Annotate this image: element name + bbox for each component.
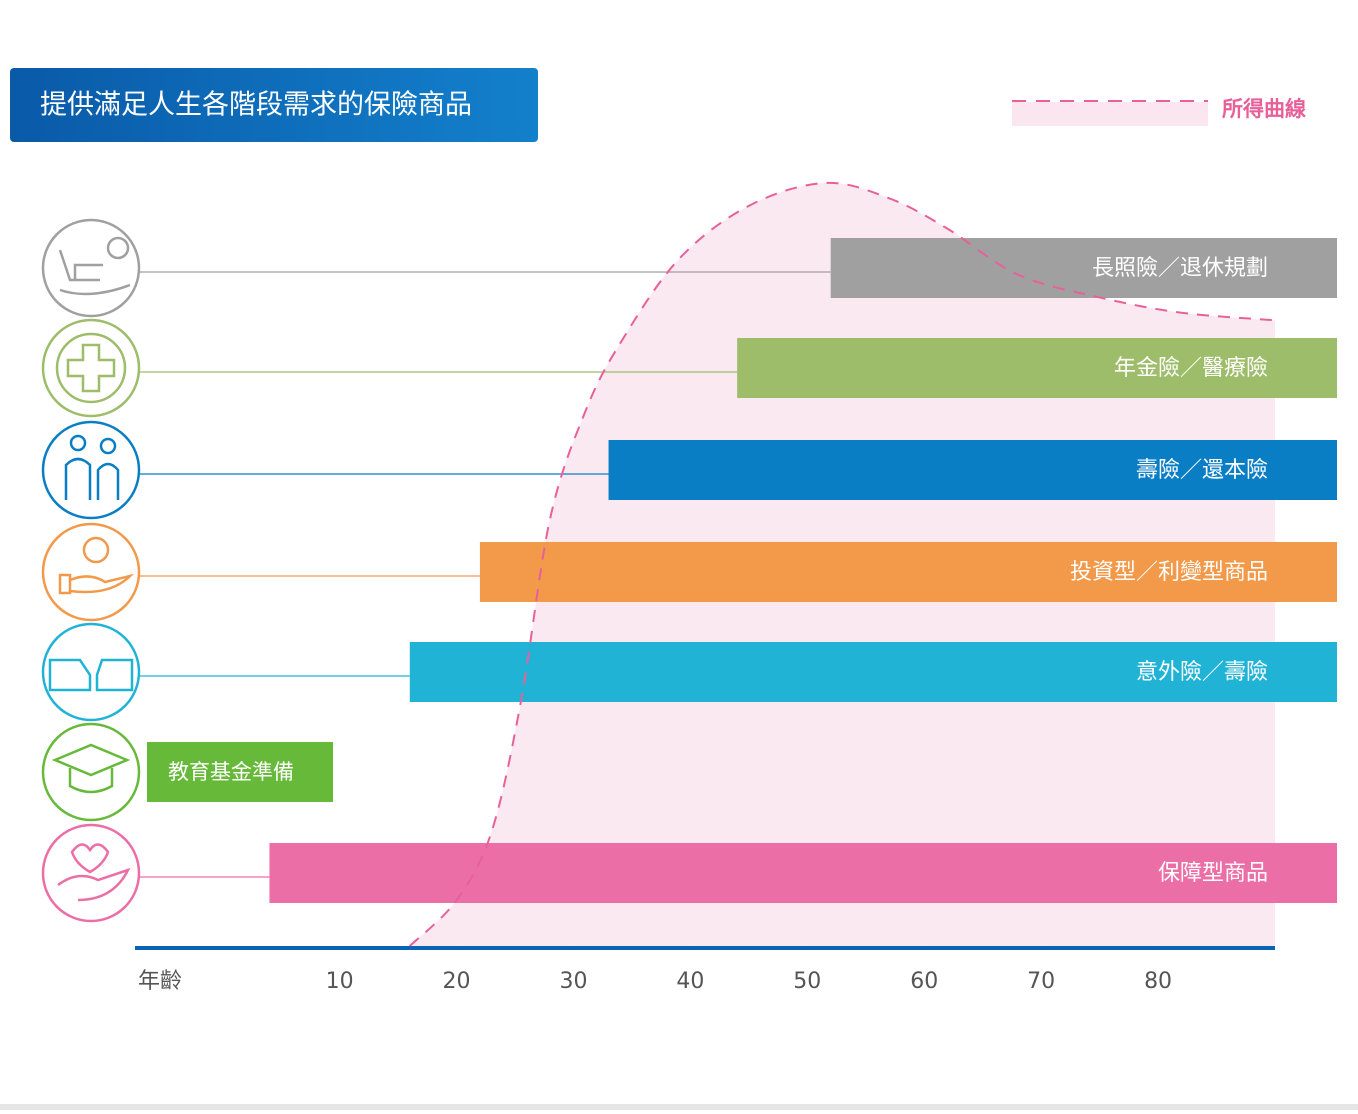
bar-label: 投資型／利變型商品 [1070,560,1268,585]
income-line [409,181,1276,947]
legend-label: 所得曲線 [1222,97,1306,121]
icon-glyph [51,743,131,794]
chart-title: 提供滿足人生各階段需求的保險商品 [40,90,472,121]
legend-swatch-bg [1012,102,1208,126]
bar [608,440,1337,500]
bar [830,238,1337,298]
icon-glyph [106,236,130,260]
x-tick-label: 30 [559,969,587,994]
x-tick-label: 40 [676,969,704,994]
icon-glyph [57,843,131,902]
x-tick-label: 60 [910,969,938,994]
x-tick-label: 10 [326,969,354,994]
icon-glyph [82,536,110,564]
icon-accident [41,622,141,722]
box-label: 教育基金準備 [168,760,294,784]
bar-label: 意外險／壽險 [1136,660,1268,685]
bar-label: 保障型商品 [1158,861,1268,886]
title-box [10,68,538,142]
icon-life [41,420,141,520]
icon-education [41,722,141,822]
icon-protection [41,823,141,923]
icon-glyph [58,249,131,296]
icons [41,218,141,923]
x-tick-label: 70 [1027,969,1055,994]
bar-label: 長照險／退休規劃 [1092,256,1268,281]
icon-glyph [55,332,127,404]
icon-invest [41,522,141,622]
bar [269,843,1337,903]
icon-glyph [58,573,135,595]
icon-retire [41,218,141,318]
icon-glyph [48,658,134,692]
bar-label: 年金險／醫療險 [1114,356,1268,381]
bar-label: 壽險／還本險 [1136,458,1268,483]
icon-glyph [66,343,116,393]
icon-glyph [99,437,117,455]
x-axis-label: 年齡 [138,969,182,994]
icon-medical [41,318,141,418]
x-tick-label: 80 [1144,969,1172,994]
bar [479,542,1337,602]
bar [409,642,1337,702]
icon-glyph [64,457,120,500]
x-tick-label: 20 [443,969,471,994]
bar [737,338,1337,398]
label-box [147,742,333,802]
x-tick-label: 50 [793,969,821,994]
icon-glyph [69,434,87,452]
bottom-border [0,1104,1358,1110]
plot: 長照險／退休規劃年金險／醫療險壽險／還本險投資型／利變型商品意外險／壽險教育基金… [135,181,1337,994]
